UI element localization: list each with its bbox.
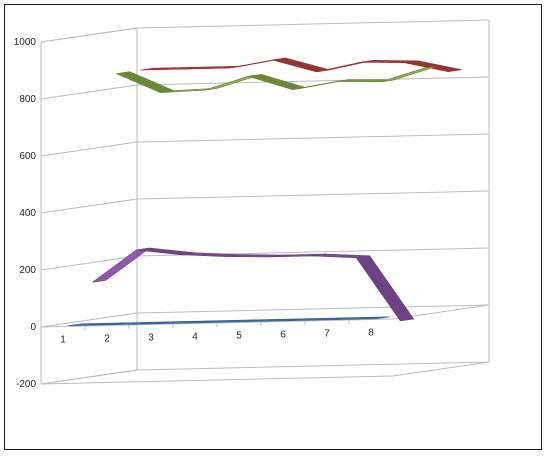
ribbon-segment [332,316,390,321]
ribbon-segment [404,60,462,72]
x-axis-tick-labels: 1 2 3 4 5 6 7 8 [60,328,374,346]
x-tick-label: 3 [148,333,154,344]
y-axis-tick-labels: 1000 800 600 400 200 0 -200 [14,37,37,390]
ribbon-segment [115,71,175,93]
floor-front-edge [40,375,394,385]
y-tick-label: 400 [19,208,36,219]
y-gridline [40,361,490,385]
chart-walls [40,20,490,385]
y-tick-label: 800 [19,94,36,105]
series-ribbon-3 [115,65,438,93]
y-gridline [40,19,490,43]
ribbon-segment [272,57,330,73]
x-tick-label: 1 [60,335,66,346]
y-gridline [40,304,490,328]
series-ribbon-1 [68,316,390,327]
x-tick-label: 5 [236,331,242,342]
x-tick-label: 7 [324,329,330,340]
ribbon-segment [380,65,438,83]
y-gridlines [40,19,490,385]
y-tick-label: 0 [30,322,36,333]
x-tick-label: 8 [368,328,374,339]
x-tick-label: 4 [192,332,198,343]
x-tick-label: 6 [280,330,286,341]
ribbon-segment [92,247,150,283]
y-gridline [40,133,490,157]
series-ribbon-2 [92,247,415,322]
y-gridline [40,247,490,271]
chart-frame: 1000 800 600 400 200 0 -200 1 2 3 4 5 6 7 8 [4,4,542,450]
chart-3d-line: 1000 800 600 400 200 0 -200 1 2 3 4 5 6 7 8 [14,19,490,390]
y-tick-label: 200 [19,265,36,276]
ribbon-segment [355,255,415,322]
series-ribbon-4 [140,57,462,73]
y-gridline [40,190,490,214]
y-tick-label: 1000 [14,37,37,48]
y-tick-label: -200 [16,379,36,390]
floor-right-edge [392,361,490,377]
y-tick-label: 600 [19,151,36,162]
x-tick-label: 2 [104,334,110,345]
series-ribbons [68,57,462,327]
